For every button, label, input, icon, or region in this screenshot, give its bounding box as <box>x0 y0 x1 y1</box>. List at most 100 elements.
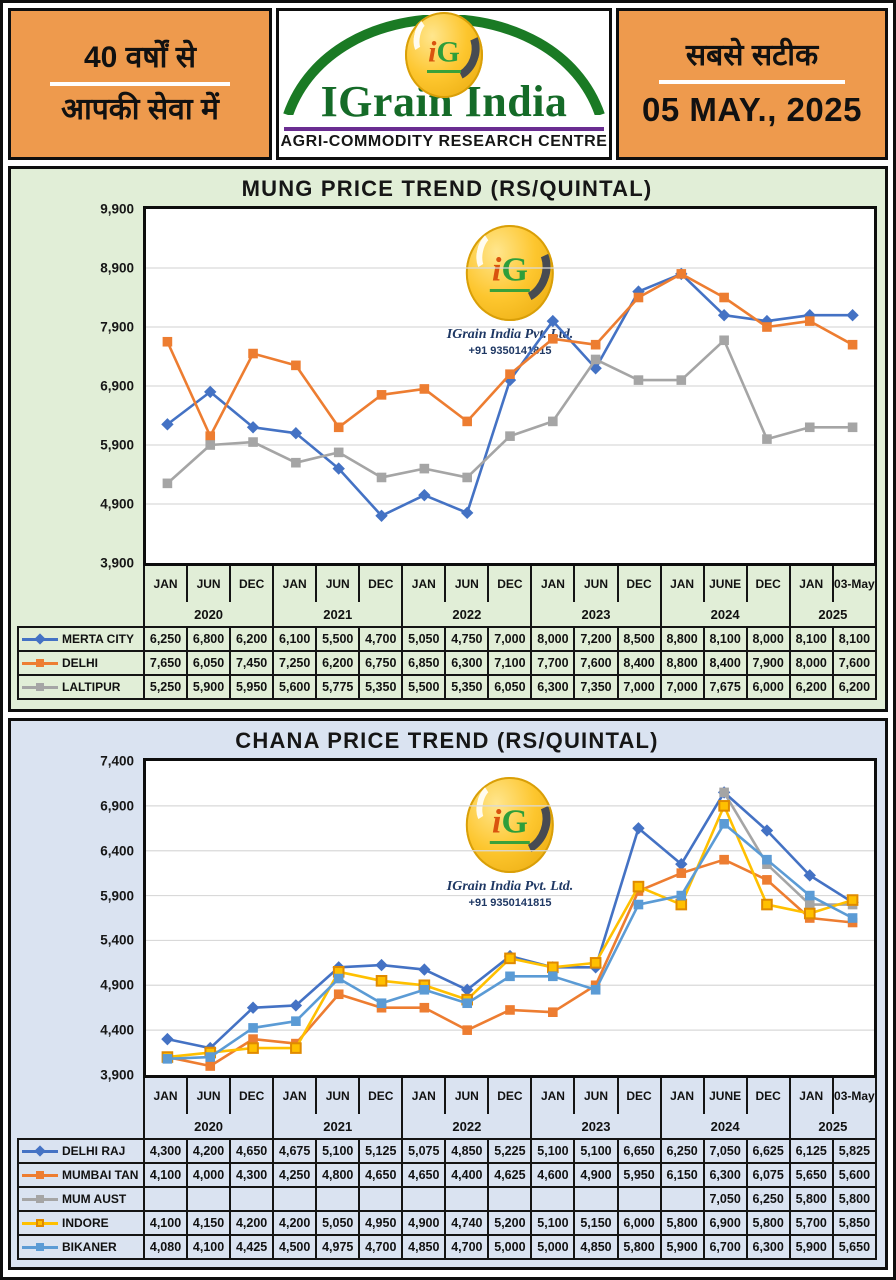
price-cell: 7,675 <box>702 674 748 700</box>
price-cell: 6,300 <box>745 1234 791 1260</box>
price-cell: 7,700 <box>530 650 576 676</box>
brand-underline <box>284 127 604 131</box>
watermark-company: IGrain India Pvt. Ltd. <box>446 879 574 894</box>
x-axis-month: JUN <box>315 566 361 602</box>
series-marker-icon <box>22 681 58 693</box>
price-cell: 5,800 <box>788 1186 834 1212</box>
x-axis-month: JUN <box>444 1078 490 1114</box>
price-cell <box>272 1186 318 1212</box>
price-cell: 5,700 <box>788 1210 834 1236</box>
price-cell: 4,000 <box>186 1162 232 1188</box>
price-cell: 5,100 <box>530 1138 576 1164</box>
logo-monogram-underline <box>490 841 530 845</box>
x-axis-month: DEC <box>487 1078 533 1114</box>
price-cell: 6,250 <box>142 626 189 652</box>
price-cell: 5,650 <box>788 1162 834 1188</box>
price-cell <box>186 1186 232 1212</box>
price-cell: 4,150 <box>186 1210 232 1236</box>
series-marker-icon <box>22 1169 58 1181</box>
x-axis-month: JAN <box>530 566 576 602</box>
price-cell: 5,150 <box>573 1210 619 1236</box>
price-cell: 5,950 <box>616 1162 662 1188</box>
x-axis-month: JUN <box>573 566 619 602</box>
price-cell: 7,100 <box>487 650 533 676</box>
price-cell: 6,150 <box>659 1162 705 1188</box>
x-axis-year-row: 2020 2021 2022 2023 2024 2025 <box>18 602 878 628</box>
table-row: DELHI 7,650 6,050 7,450 7,250 6,200 6,750 6,850… <box>17 650 878 676</box>
price-cell: 5,850 <box>831 1210 878 1236</box>
price-cell: 6,100 <box>272 626 318 652</box>
x-axis-month: JUN <box>186 566 232 602</box>
x-axis-year-row: 2020 2021 2022 2023 2024 2025 <box>18 1114 878 1140</box>
x-axis-month: JUN <box>573 1078 619 1114</box>
price-cell: 5,900 <box>788 1234 834 1260</box>
series-marker-icon <box>22 1241 58 1253</box>
price-cell: 6,250 <box>745 1186 791 1212</box>
y-axis-tick-label: 4,900 <box>100 977 134 993</box>
y-axis-tick-label: 6,900 <box>100 378 134 394</box>
price-cell: 7,050 <box>702 1186 748 1212</box>
price-cell: 6,625 <box>745 1138 791 1164</box>
y-axis-tick-label: 7,900 <box>100 319 134 335</box>
price-cell: 8,100 <box>831 626 878 652</box>
price-cell: 7,000 <box>616 674 662 700</box>
x-axis-year: 2022 <box>401 602 533 628</box>
logo-monogram-i: i <box>428 35 437 69</box>
chana-watermark: iG IGrain India Pvt. Ltd. +91 9350141815 <box>447 777 573 909</box>
x-axis-month-row: JAN JUN DEC JAN JUN DEC JAN JUN DEC JAN JUN DEC JAN J… <box>18 566 878 602</box>
price-cell: 6,900 <box>702 1210 748 1236</box>
x-axis-month: JUN <box>186 1078 232 1114</box>
brand-tagline: AGRI-COMMODITY RESEARCH CENTRE <box>280 133 608 150</box>
watermark-logo-icon: iG <box>466 225 560 321</box>
y-axis-tick-label: 5,400 <box>100 932 134 948</box>
price-cell: 5,800 <box>745 1210 791 1236</box>
x-axis-month: DEC <box>358 566 404 602</box>
price-cell: 4,200 <box>229 1210 275 1236</box>
price-cell <box>358 1186 404 1212</box>
x-axis-year: 2021 <box>272 1114 404 1140</box>
price-cell <box>573 1186 619 1212</box>
x-axis-month: JUNE <box>702 566 748 602</box>
price-cell <box>315 1186 361 1212</box>
price-cell: 8,100 <box>788 626 834 652</box>
x-axis-month: JAN <box>272 1078 318 1114</box>
series-name: DELHI RAJ <box>62 1144 126 1158</box>
logo-monogram-underline <box>427 70 461 74</box>
price-cell: 8,400 <box>616 650 662 676</box>
x-axis-year: 2025 <box>788 602 878 628</box>
x-axis-month: JAN <box>530 1078 576 1114</box>
price-cell: 4,700 <box>444 1234 490 1260</box>
price-cell: 6,050 <box>186 650 232 676</box>
price-cell: 7,050 <box>702 1138 748 1164</box>
price-cell: 5,500 <box>315 626 361 652</box>
price-cell: 6,800 <box>186 626 232 652</box>
logo-monogram: iG <box>466 253 554 287</box>
x-axis-month: JAN <box>788 566 834 602</box>
x-axis-year: 2024 <box>659 1114 791 1140</box>
x-axis-month: JAN <box>659 1078 705 1114</box>
x-axis-month: JUN <box>444 566 490 602</box>
logo-monogram-underline <box>490 289 530 293</box>
legend-delhi-raj: DELHI RAJ <box>17 1138 145 1164</box>
watermark-phone: +91 9350141815 <box>468 345 552 357</box>
price-cell: 4,500 <box>272 1234 318 1260</box>
price-cell: 5,350 <box>444 674 490 700</box>
header: 40 वर्षों से आपकी सेवा में iG IGrain Ind… <box>8 8 888 160</box>
price-cell: 4,750 <box>444 626 490 652</box>
legend-mum-aust: MUM AUST <box>17 1186 145 1212</box>
price-cell: 5,225 <box>487 1138 533 1164</box>
table-row: MUMBAI TAN 4,100 4,000 4,300 4,250 4,800 4,650… <box>17 1162 878 1188</box>
y-axis-tick-label: 4,900 <box>100 496 134 512</box>
price-cell: 4,300 <box>142 1138 189 1164</box>
x-axis-month: JAN <box>142 1078 189 1114</box>
series-marker-icon <box>22 1217 58 1229</box>
legend-merta-city: MERTA CITY <box>17 626 145 652</box>
y-axis-tick-label: 7,400 <box>100 753 134 769</box>
price-cell: 4,200 <box>272 1210 318 1236</box>
y-axis-tick-label: 4,400 <box>100 1022 134 1038</box>
x-axis-month: JAN <box>788 1078 834 1114</box>
y-axis-tick-label: 3,900 <box>100 1067 134 1083</box>
price-cell: 7,000 <box>659 674 705 700</box>
price-cell: 4,650 <box>358 1162 404 1188</box>
price-cell <box>142 1186 189 1212</box>
